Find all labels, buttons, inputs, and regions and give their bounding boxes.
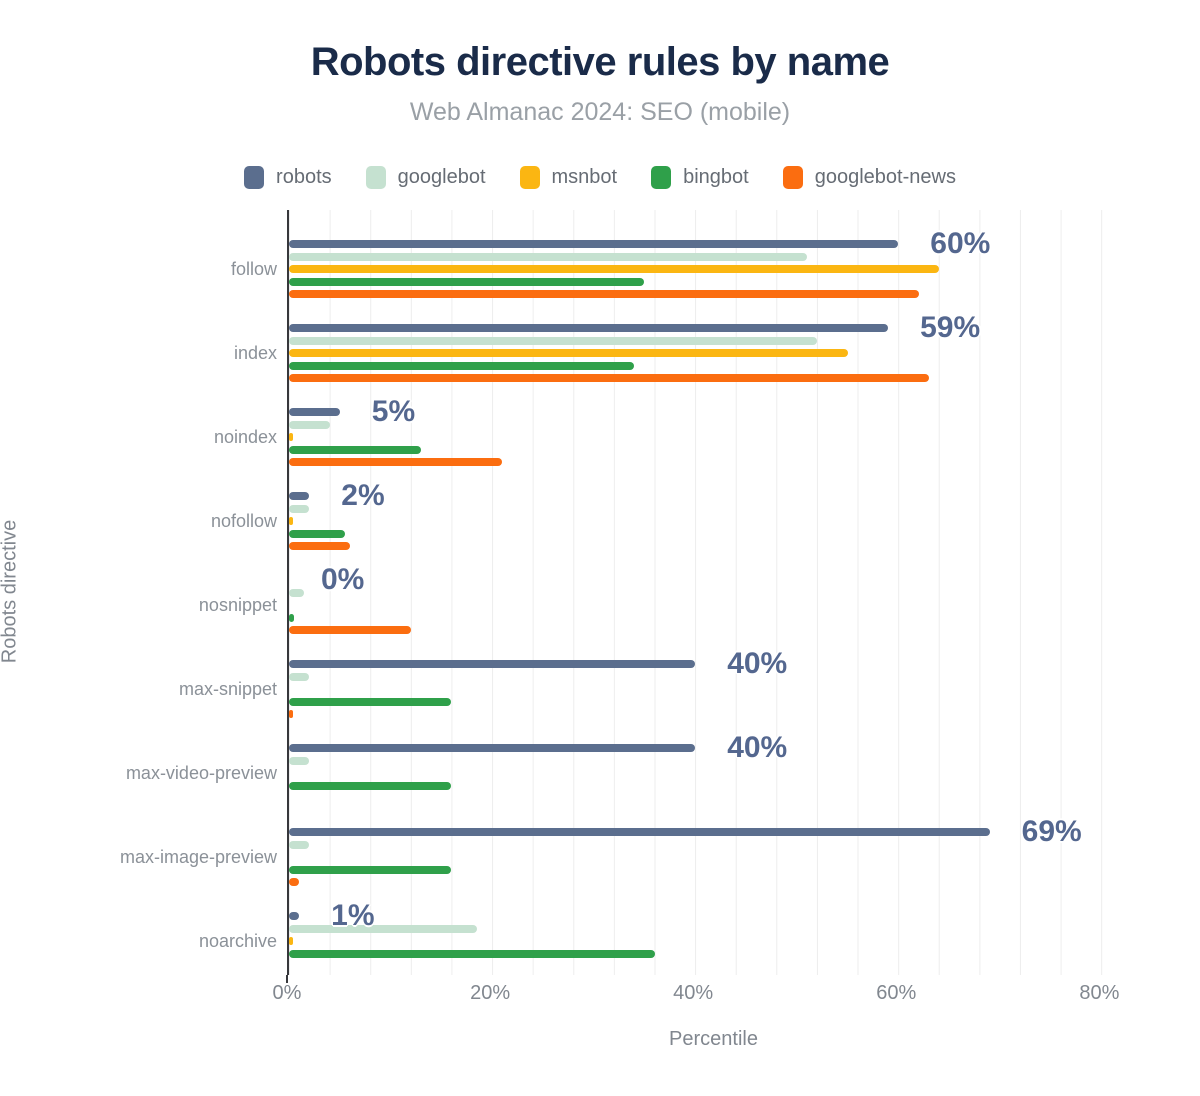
bar-nofollow-googlebot-news[interactable] [289, 542, 350, 550]
bar-follow-bingbot[interactable] [289, 277, 645, 286]
data-label-max-video-preview: 40% [727, 731, 788, 764]
legend-item-robots[interactable]: robots [244, 166, 332, 189]
category-label-index: index [233, 343, 277, 363]
bar-index-googlebot-news[interactable] [289, 374, 929, 382]
bar-nofollow-googlebot[interactable] [289, 504, 310, 513]
bar-nofollow-bingbot[interactable] [289, 529, 345, 538]
bar-max-image-preview-robots[interactable] [289, 828, 990, 836]
category-label-noindex: noindex [213, 427, 277, 447]
data-label-noindex: 5% [371, 395, 416, 428]
data-label-nosnippet: 0% [321, 563, 365, 596]
bar-noindex-googlebot-news[interactable] [289, 458, 503, 466]
category-label-follow: follow [230, 259, 277, 279]
legend-item-msnbot[interactable]: msnbot [519, 166, 618, 189]
legend-item-bingbot[interactable]: bingbot [651, 166, 749, 189]
bar-max-snippet-bingbot[interactable] [289, 697, 452, 706]
bar-max-image-preview-bingbot[interactable] [289, 865, 452, 874]
data-label-index: 59% [920, 311, 981, 344]
bar-nosnippet-googlebot-news[interactable] [289, 626, 411, 634]
bar-noindex-robots[interactable] [289, 408, 340, 416]
bar-noindex-msnbot[interactable] [289, 433, 294, 441]
x-tick-label-80: 80% [1079, 982, 1120, 1004]
legend-swatch-robots [244, 166, 265, 189]
bar-noarchive-bingbot[interactable] [289, 949, 655, 958]
bar-max-snippet-googlebot-news[interactable] [289, 710, 293, 718]
legend-swatch-msnbot [519, 166, 540, 189]
bar-max-image-preview-googlebot-news[interactable] [289, 878, 300, 886]
x-axis-title: Percentile [669, 1028, 758, 1050]
x-axis-zero-tick [286, 975, 288, 983]
data-label-nofollow: 2% [341, 479, 385, 512]
legend: robots googlebot msnbot bingbot googlebot-ne… [0, 166, 1200, 189]
legend-label: robots [276, 166, 332, 188]
data-label-max-snippet: 40% [727, 647, 788, 680]
legend-label: googlebot-news [814, 166, 956, 188]
legend-item-googlebot-news[interactable]: googlebot-news [782, 166, 956, 189]
bar-noindex-googlebot[interactable] [289, 420, 330, 429]
bar-max-video-preview-robots[interactable] [289, 744, 696, 752]
x-tick-label-60: 60% [876, 982, 917, 1004]
bar-follow-msnbot[interactable] [289, 265, 939, 273]
legend-swatch-googlebot [365, 166, 386, 189]
bar-nosnippet-googlebot[interactable] [289, 588, 305, 597]
data-label-follow: 60% [930, 227, 991, 260]
bar-nofollow-robots[interactable] [289, 492, 310, 500]
bar-max-snippet-googlebot[interactable] [289, 672, 310, 681]
bar-noarchive-msnbot[interactable] [289, 937, 294, 945]
legend-label: msnbot [551, 166, 618, 188]
chart-subtitle: Web Almanac 2024: SEO (mobile) [409, 98, 791, 126]
bar-noindex-bingbot[interactable] [289, 445, 421, 454]
plot-area: 60% 59% 5% 2% 0% 40% 40% 69% 1% [287, 210, 1140, 975]
legend-label: bingbot [683, 166, 749, 188]
bar-index-msnbot[interactable] [289, 349, 848, 357]
category-label-max-video-preview: max-video-preview [125, 763, 277, 783]
bar-follow-googlebot[interactable] [289, 252, 807, 261]
x-tick-label-20: 20% [470, 982, 511, 1004]
x-tick-label-0: 0% [272, 982, 302, 1004]
bar-follow-googlebot-news[interactable] [289, 290, 919, 298]
bar-index-robots[interactable] [289, 324, 889, 332]
category-label-noarchive: noarchive [198, 931, 277, 951]
data-label-max-image-preview: 69% [1021, 815, 1082, 848]
legend-label: googlebot [397, 166, 486, 188]
legend-item-googlebot[interactable]: googlebot [365, 166, 486, 189]
bar-index-googlebot[interactable] [289, 336, 818, 345]
category-label-max-snippet: max-snippet [178, 679, 277, 699]
chart-title: Robots directive rules by name [310, 40, 890, 84]
category-label-max-image-preview: max-image-preview [119, 847, 277, 867]
legend-swatch-bingbot [651, 166, 672, 189]
bar-nofollow-msnbot[interactable] [289, 517, 294, 525]
legend-swatch-googlebot-news [782, 166, 803, 189]
bar-max-image-preview-googlebot[interactable] [289, 840, 310, 849]
category-label-nosnippet: nosnippet [198, 595, 277, 615]
bar-max-video-preview-bingbot[interactable] [289, 781, 452, 790]
bar-index-bingbot[interactable] [289, 361, 635, 370]
bar-noarchive-googlebot[interactable] [289, 924, 477, 933]
x-tick-label-40: 40% [673, 982, 714, 1004]
bar-max-snippet-robots[interactable] [289, 660, 696, 668]
category-label-nofollow: nofollow [210, 511, 277, 531]
bar-noarchive-robots[interactable] [289, 912, 300, 920]
bar-follow-robots[interactable] [289, 240, 899, 248]
bar-max-video-preview-googlebot[interactable] [289, 756, 310, 765]
bar-nosnippet-bingbot[interactable] [289, 613, 295, 622]
data-label-noarchive: 1% [331, 899, 375, 932]
